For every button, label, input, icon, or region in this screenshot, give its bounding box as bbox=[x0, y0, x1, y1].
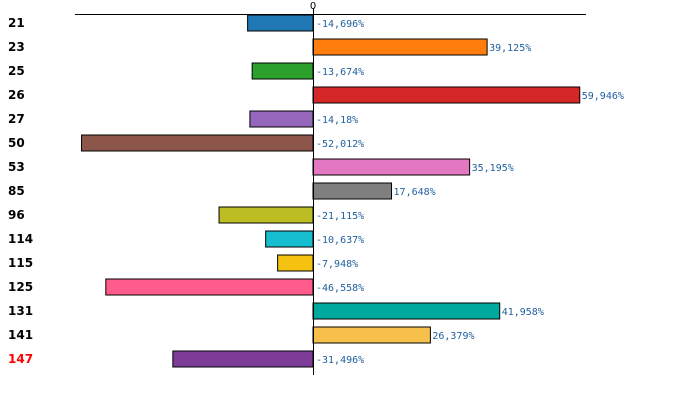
value-label-114: -10,637% bbox=[316, 235, 364, 246]
category-label-25: 25 bbox=[8, 64, 25, 78]
value-label-141: 26,379% bbox=[432, 331, 474, 342]
bar-147 bbox=[172, 350, 314, 368]
value-label-53: 35,195% bbox=[472, 163, 514, 174]
value-label-25: -13,674% bbox=[316, 67, 364, 78]
category-label-131: 131 bbox=[8, 304, 33, 318]
category-label-27: 27 bbox=[8, 112, 25, 126]
bar-26 bbox=[312, 86, 581, 104]
value-label-125: -46,558% bbox=[316, 283, 364, 294]
category-label-23: 23 bbox=[8, 40, 25, 54]
bar-125 bbox=[105, 278, 314, 296]
bar-50 bbox=[81, 134, 314, 152]
bar-25 bbox=[251, 62, 314, 80]
category-label-115: 115 bbox=[8, 256, 33, 270]
category-label-114: 114 bbox=[8, 232, 33, 246]
bar-21 bbox=[247, 14, 314, 32]
category-label-85: 85 bbox=[8, 184, 25, 198]
zero-tick-label: 0 bbox=[310, 1, 316, 12]
value-label-85: 17,648% bbox=[394, 187, 436, 198]
category-label-50: 50 bbox=[8, 136, 25, 150]
value-label-147: -31,496% bbox=[316, 355, 364, 366]
bar-23 bbox=[312, 38, 488, 56]
bar-115 bbox=[277, 254, 314, 272]
bar-141 bbox=[312, 326, 431, 344]
bar-27 bbox=[249, 110, 314, 128]
value-label-21: -14,696% bbox=[316, 19, 364, 30]
category-label-26: 26 bbox=[8, 88, 25, 102]
value-label-27: -14,18% bbox=[316, 115, 358, 126]
bar-114 bbox=[265, 230, 314, 248]
category-label-21: 21 bbox=[8, 16, 25, 30]
category-label-147: 147 bbox=[8, 352, 33, 366]
category-label-141: 141 bbox=[8, 328, 33, 342]
bar-53 bbox=[312, 158, 471, 176]
bar-131 bbox=[312, 302, 501, 320]
category-label-53: 53 bbox=[8, 160, 25, 174]
category-label-125: 125 bbox=[8, 280, 33, 294]
category-label-96: 96 bbox=[8, 208, 25, 222]
bar-96 bbox=[218, 206, 314, 224]
value-label-96: -21,115% bbox=[316, 211, 364, 222]
value-label-131: 41,958% bbox=[502, 307, 544, 318]
value-label-26: 59,946% bbox=[582, 91, 624, 102]
value-label-23: 39,125% bbox=[489, 43, 531, 54]
bar-85 bbox=[312, 182, 393, 200]
value-label-50: -52,012% bbox=[316, 139, 364, 150]
bars-group: 21 -14,696% 23 39,125% 25 -13,674% 26 59,946% 27… bbox=[8, 14, 624, 368]
value-label-115: -7,948% bbox=[316, 259, 358, 270]
